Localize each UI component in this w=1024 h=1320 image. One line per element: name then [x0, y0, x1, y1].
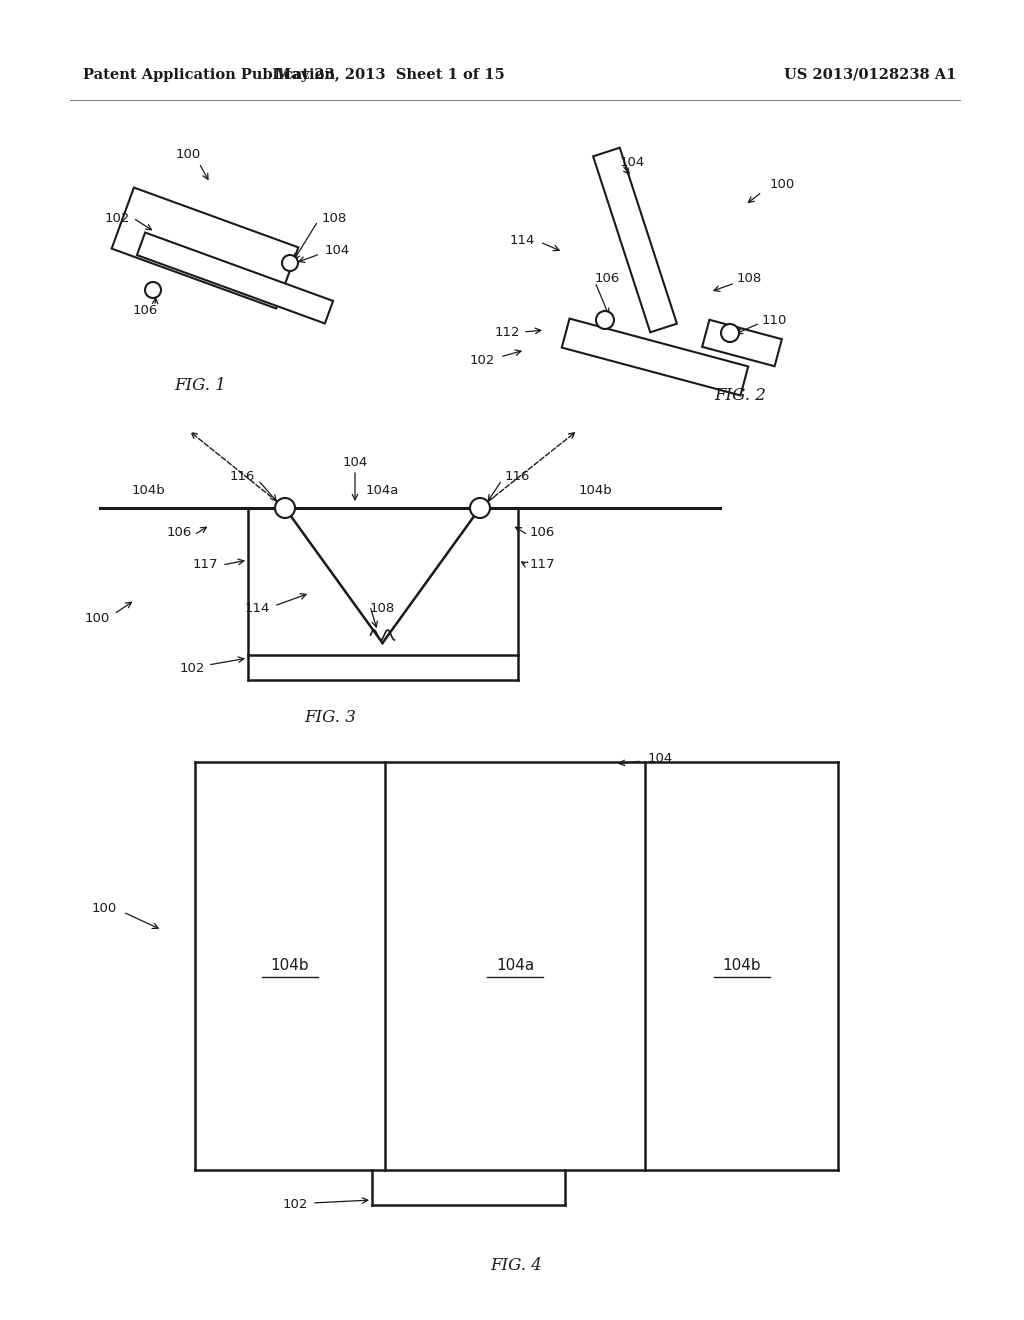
Text: 116: 116: [229, 470, 255, 483]
Text: 108: 108: [322, 211, 347, 224]
Text: 104b: 104b: [722, 958, 761, 974]
Text: FIG. 3: FIG. 3: [304, 710, 356, 726]
Polygon shape: [112, 187, 298, 309]
Text: May 23, 2013  Sheet 1 of 15: May 23, 2013 Sheet 1 of 15: [275, 69, 505, 82]
Text: 104: 104: [648, 751, 673, 764]
Text: US 2013/0128238 A1: US 2013/0128238 A1: [783, 69, 956, 82]
Circle shape: [596, 312, 614, 329]
Text: 104a: 104a: [496, 958, 535, 974]
Text: Patent Application Publication: Patent Application Publication: [83, 69, 335, 82]
Text: FIG. 1: FIG. 1: [174, 376, 226, 393]
Circle shape: [721, 323, 739, 342]
Text: 104a: 104a: [366, 483, 398, 496]
Polygon shape: [562, 318, 749, 396]
Text: 117: 117: [193, 558, 218, 572]
Circle shape: [282, 255, 298, 271]
Text: 100: 100: [92, 902, 117, 915]
Text: 104b: 104b: [579, 483, 612, 496]
Text: 106: 106: [167, 527, 193, 540]
Text: 108: 108: [370, 602, 395, 615]
Text: 104: 104: [342, 455, 368, 469]
Polygon shape: [593, 148, 677, 333]
Text: 104: 104: [620, 156, 645, 169]
Text: 106: 106: [595, 272, 621, 285]
Text: 106: 106: [132, 304, 158, 317]
Text: 100: 100: [175, 149, 201, 161]
Text: 117: 117: [530, 558, 555, 572]
Text: 110: 110: [762, 314, 787, 326]
Text: 108: 108: [737, 272, 762, 285]
Polygon shape: [137, 232, 333, 323]
Text: 104b: 104b: [270, 958, 309, 974]
Text: 100: 100: [770, 178, 796, 191]
Text: 102: 102: [179, 661, 205, 675]
Text: 116: 116: [505, 470, 530, 483]
Polygon shape: [702, 319, 782, 366]
Text: 114: 114: [245, 602, 270, 615]
Circle shape: [470, 498, 490, 517]
Text: 102: 102: [470, 354, 495, 367]
Circle shape: [145, 282, 161, 298]
Text: 114: 114: [510, 234, 535, 247]
Text: 100: 100: [85, 611, 110, 624]
Text: FIG. 2: FIG. 2: [714, 387, 766, 404]
Text: 106: 106: [530, 527, 555, 540]
Text: 104b: 104b: [131, 483, 165, 496]
Text: 104: 104: [325, 243, 350, 256]
Text: 102: 102: [283, 1199, 308, 1212]
Text: 102: 102: [104, 211, 130, 224]
Text: FIG. 4: FIG. 4: [490, 1257, 542, 1274]
Circle shape: [275, 498, 295, 517]
Text: 112: 112: [495, 326, 520, 338]
